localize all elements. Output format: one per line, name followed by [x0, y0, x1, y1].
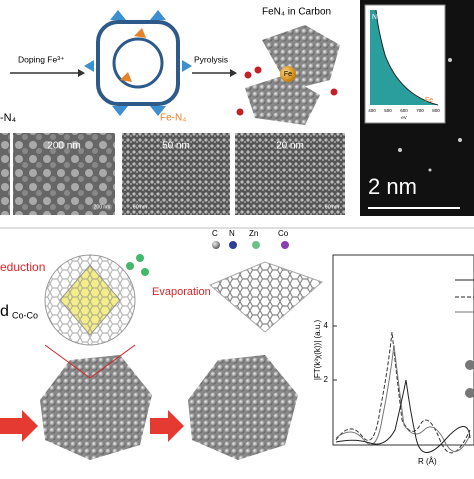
- x-axis-label: R (Å): [418, 457, 437, 466]
- fe-atom: [280, 66, 296, 82]
- exafs-plot: 2 4 |FT(k³χ(k))| (a.u.) R (Å): [313, 254, 474, 466]
- stem-panel: N Fe 400 500 600 700 800 eV 2 nm: [360, 0, 474, 216]
- step-label: Pyrolysis: [194, 54, 228, 64]
- sem-image: [13, 133, 115, 215]
- sem-bar-label: 50 nm: [325, 204, 339, 210]
- sem-scale: 20 nm: [276, 141, 304, 152]
- legend-label: Zn: [249, 229, 258, 238]
- legend-label: Co: [278, 229, 289, 238]
- eels-tick: 400: [368, 108, 376, 113]
- arrowhead: [78, 69, 85, 77]
- sem-scale: 50 nm: [162, 141, 190, 152]
- mof-framework: [84, 10, 192, 116]
- arrow: [0, 410, 38, 442]
- fe-label: Fe: [284, 71, 292, 78]
- eels-tick: 800: [432, 108, 440, 113]
- sem-bar-label: 50 nm: [133, 204, 147, 210]
- graphene: [209, 261, 323, 333]
- eels-label: Fe: [425, 97, 433, 104]
- nanoparticle: [188, 355, 298, 460]
- sem-bar-label: 200 nm: [94, 204, 111, 210]
- eels-tick: 600: [400, 108, 408, 113]
- sem-image: [122, 133, 230, 215]
- site-label: Fe-N₄: [160, 113, 186, 124]
- legend-label: C: [212, 229, 218, 238]
- sem-scale: 200 nm: [47, 141, 80, 152]
- eels-tick: 500: [384, 108, 392, 113]
- sem-image: [235, 133, 345, 215]
- scheme: -N₄ Doping Fe³⁺ Fe-N₄ Pyrolysis FeN₄ in …: [0, 7, 340, 125]
- nanoparticle: [40, 355, 152, 460]
- arrow: [150, 410, 184, 442]
- eels-label: N: [372, 14, 377, 21]
- y-tick-label: 4: [324, 321, 329, 330]
- step-label: Doping Fe³⁺: [18, 54, 65, 64]
- left-label: -N₄: [0, 112, 17, 124]
- carbon-sheet: [245, 75, 320, 125]
- y-tick-label: 2: [324, 375, 329, 384]
- distance-label: d: [0, 303, 9, 320]
- eels-axis: eV: [401, 115, 407, 120]
- stem-scale: 2 nm: [368, 174, 417, 199]
- legend-label: N: [229, 229, 235, 238]
- y-axis-label: |FT(k³χ(k))| (a.u.): [313, 319, 322, 380]
- arrowhead: [230, 69, 237, 77]
- reduction-label: eduction: [0, 260, 45, 274]
- product-title: FeN₄ in Carbon: [262, 7, 331, 18]
- sem-row: 200 nm 50 nm 20 nm 200 nm 50 nm 50 nm: [0, 133, 345, 215]
- bottom-scheme: eduction d Co-Co Evaporation C N Zn Co: [0, 229, 323, 460]
- evaporation-label: Evaporation: [152, 286, 211, 298]
- eels-tick: 700: [416, 108, 424, 113]
- distance-sub: Co-Co: [12, 310, 38, 320]
